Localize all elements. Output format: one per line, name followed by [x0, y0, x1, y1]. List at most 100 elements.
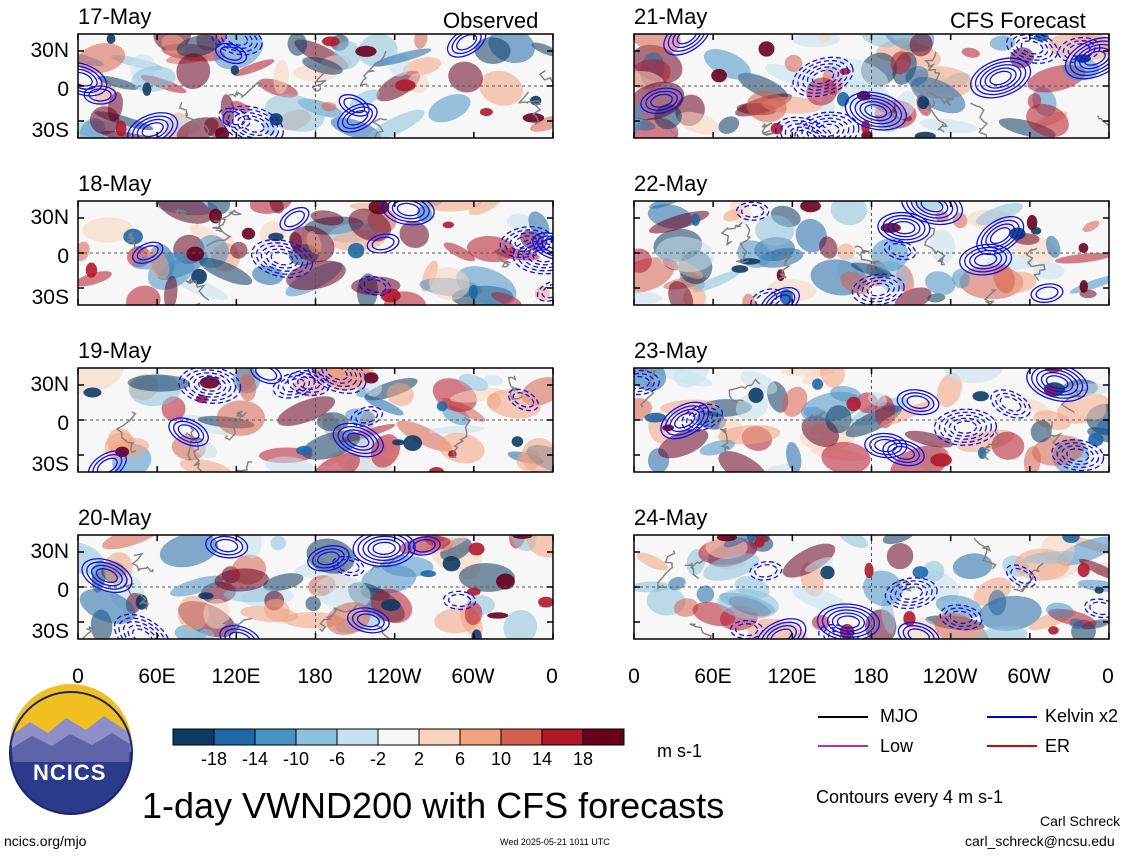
shading-blob — [220, 94, 235, 127]
shading-core — [511, 436, 524, 447]
shading-blob — [882, 535, 915, 545]
shading-blob — [952, 553, 993, 580]
coastline — [206, 220, 232, 247]
map-panel — [78, 535, 553, 639]
shading-blob — [1023, 551, 1083, 564]
kelvin-contour — [225, 34, 249, 46]
kelvin-contour — [509, 232, 543, 252]
shading-blob — [634, 581, 671, 593]
shading-blob — [886, 543, 914, 570]
shading-blob — [991, 431, 1025, 460]
kelvin-contour — [882, 214, 926, 241]
colorbar-swatch — [254, 728, 297, 746]
kelvin-contour — [802, 63, 844, 91]
kelvin-contour — [1089, 601, 1109, 616]
panel-date: 19-May — [78, 338, 152, 363]
logo-ring — [9, 691, 133, 815]
coastline — [1046, 421, 1064, 456]
colorbar-label: 6 — [454, 749, 465, 769]
kelvin-contour — [228, 631, 252, 639]
shading-core — [347, 242, 365, 259]
kelvin-contour — [811, 120, 845, 138]
kelvin-contour — [541, 238, 553, 254]
shading-blob — [742, 293, 756, 305]
coastline — [82, 626, 94, 639]
colorbar-unit: m s-1 — [657, 741, 702, 761]
shading-blob — [943, 368, 1003, 384]
shading-core — [123, 228, 143, 245]
kelvin-contour — [681, 403, 723, 432]
site-link[interactable]: ncics.org/mjo — [4, 833, 87, 849]
shading-blob — [1030, 420, 1052, 443]
kelvin-contour — [357, 535, 411, 565]
kelvin-contour — [861, 279, 895, 300]
author-email[interactable]: carl_schreck@ncsu.edu — [965, 833, 1115, 849]
shading-blob — [230, 241, 248, 259]
coastline — [224, 410, 247, 441]
colorbar-label: 18 — [572, 749, 594, 769]
kelvin-contour — [407, 536, 441, 556]
kelvin-contour — [877, 211, 931, 244]
lat-tick-label: 0 — [57, 245, 69, 268]
shading-blob — [881, 598, 896, 635]
kelvin-contour — [541, 283, 553, 299]
shading-blob — [784, 54, 803, 72]
coastline — [689, 623, 713, 639]
shading-blob — [703, 553, 760, 581]
kelvin-contour — [447, 593, 472, 608]
coastline — [1025, 247, 1046, 282]
shading-blob — [428, 93, 471, 123]
kelvin-contour — [826, 609, 871, 635]
kelvin-contour — [792, 56, 854, 98]
shading-blob — [265, 456, 314, 472]
kelvin-contour — [282, 378, 306, 393]
kelvin-contour — [964, 246, 1008, 273]
kelvin-contour — [172, 420, 205, 444]
shading-blob — [634, 248, 652, 273]
kelvin-contour — [1035, 368, 1079, 396]
kelvin-contour — [755, 291, 778, 305]
shading-blob — [443, 242, 475, 262]
shading-blob — [386, 382, 414, 406]
lon-tick-label: 60W — [1007, 665, 1051, 688]
kelvin-contour — [660, 401, 710, 440]
coastline — [1013, 562, 1044, 593]
kelvin-contour — [381, 201, 435, 226]
shading-blob — [909, 34, 933, 57]
shading-core — [812, 378, 824, 390]
kelvin-contour — [789, 126, 822, 138]
lat-tick-label: 30S — [31, 620, 69, 643]
shading-blob — [176, 53, 211, 90]
kelvin-contour — [901, 392, 935, 413]
kelvin-contour — [754, 564, 778, 578]
kelvin-contour — [990, 389, 1031, 419]
shading-blob — [804, 557, 834, 573]
shading-blob — [1032, 435, 1085, 466]
kelvin-contour — [224, 628, 257, 639]
shading-blob — [233, 59, 275, 77]
kelvin-contour — [1067, 43, 1091, 57]
kelvin-contour — [287, 370, 331, 397]
shading-core — [403, 435, 423, 451]
kelvin-contour — [979, 64, 1022, 92]
shading-blob — [1069, 618, 1084, 630]
lon-tick-label: 180 — [853, 665, 889, 688]
kelvin-contour — [910, 201, 954, 219]
shading-blob — [782, 543, 836, 578]
shading-blob — [157, 201, 213, 224]
shading-blob — [316, 412, 349, 432]
kelvin-contour — [645, 90, 678, 111]
kelvin-contour — [442, 590, 477, 611]
kelvin-contour — [756, 618, 807, 639]
kelvin-contour — [1030, 283, 1064, 304]
kelvin-contour — [770, 628, 793, 639]
lon-tick-label: 180 — [297, 665, 333, 688]
panel-date: 17-May — [78, 4, 152, 29]
shading-blob — [755, 215, 795, 246]
kelvin-contour — [371, 236, 395, 251]
shading-blob — [302, 56, 343, 75]
coastline — [981, 430, 1004, 461]
kelvin-contour — [536, 279, 553, 302]
shading-blob — [696, 585, 715, 603]
kelvin-contour — [734, 623, 759, 637]
